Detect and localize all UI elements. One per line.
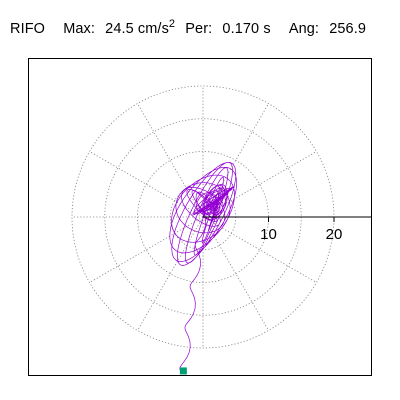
- grid-spoke: [202, 103, 269, 218]
- period-value: 0.170 s: [222, 20, 271, 37]
- particle-motion-plot: 10 20: [71, 85, 371, 375]
- tick-label-20: 20: [326, 226, 343, 243]
- max-value: 24.5 cm/s: [105, 20, 169, 37]
- grid-spoke: [137, 216, 204, 331]
- grid-spoke: [89, 151, 204, 218]
- grid-spoke: [137, 103, 204, 218]
- plot-area: 10 20: [28, 58, 372, 376]
- grid-spoke: [202, 216, 269, 331]
- grid-spoke: [202, 151, 317, 218]
- axes: [203, 216, 371, 222]
- station-code: RIFO: [10, 20, 46, 37]
- tick-label-10: 10: [260, 226, 277, 243]
- period-label: Per:: [185, 20, 213, 37]
- grid-spoke: [202, 216, 317, 283]
- max-unit-exponent: 2: [168, 18, 176, 30]
- angle-value: 256.9: [329, 20, 366, 37]
- end-point-marker: [179, 367, 187, 375]
- tick-labels: 10 20: [260, 226, 342, 243]
- motion-trace: [169, 162, 237, 370]
- angle-label: Ang:: [288, 20, 320, 37]
- grid-spoke: [89, 216, 204, 283]
- max-label: Max:: [63, 20, 96, 37]
- motion-trace-line: [169, 162, 237, 370]
- end-marker: [179, 367, 187, 375]
- chart-header: RIFO Max: 24.5 cm/s2 Per: 0.170 s Ang: 2…: [10, 18, 366, 37]
